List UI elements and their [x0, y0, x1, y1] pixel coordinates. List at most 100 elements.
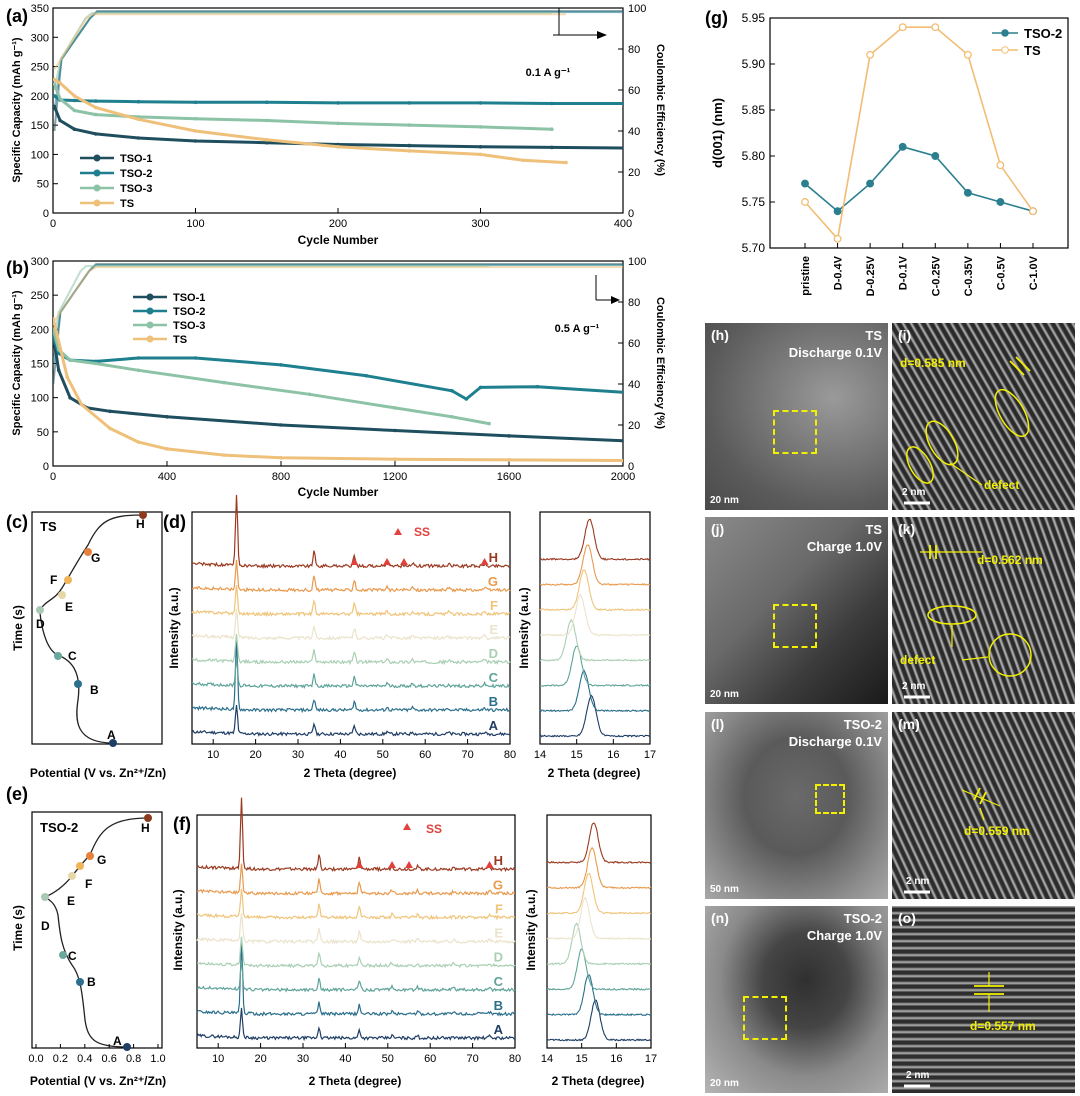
x-tick-label-b-2: 800	[272, 471, 290, 483]
point-b-ts	[53, 317, 56, 321]
annotation-overlay-i	[904, 356, 1031, 505]
point-a-ts	[72, 94, 77, 98]
xrd-trace-f-b	[196, 942, 516, 1017]
ce-a-tso-2	[53, 11, 623, 111]
point-b-ts	[65, 375, 70, 380]
annotation-overlay-k	[904, 545, 1032, 699]
panel-h-caption: TS Discharge 0.1V	[789, 327, 882, 361]
x-tick-label-d-2: 30	[292, 749, 304, 761]
y-tick-label-a-3: 150	[31, 120, 49, 132]
y-axis-label-e: Time (s)	[11, 905, 25, 951]
panel-i-label: (i)	[898, 327, 912, 343]
scalebar-h: 20 nm	[710, 495, 739, 506]
panel-a: (a) 0 50 100 150 200 250 300 350 0 20 40 60 80 100 0…	[6, 3, 666, 247]
series-g-ts	[804, 26, 1034, 241]
point-b-tso-2	[478, 385, 483, 390]
xrd-trace-d-c	[191, 657, 511, 689]
y-tick-label-b-6: 300	[31, 256, 49, 268]
point-b-tso-3	[94, 361, 98, 366]
ce-a-tso-3	[53, 12, 552, 91]
panel-n-caption-line2: Charge 1.0V	[806, 928, 882, 943]
state-label-c-b: B	[90, 683, 99, 697]
state-point-c-a	[109, 739, 117, 747]
ce-b-tso-2	[53, 264, 623, 364]
xrd-inset-trace-f-d	[546, 922, 652, 966]
point-a-tso-1	[53, 104, 57, 109]
y-axis-label-a: Specific Capacity (mAh g⁻¹)	[11, 37, 23, 183]
x-tick-label-f-3: 40	[339, 1053, 351, 1065]
state-label-c-d: D	[36, 617, 45, 631]
x-tick-label-f-inset-3: 17	[645, 1053, 657, 1065]
point-b-tso-2	[136, 356, 141, 360]
point-a-tso-3	[94, 112, 98, 117]
y-axis-label-c: Time (s)	[11, 605, 25, 651]
x-axis-label-a: Cycle Number	[298, 233, 379, 247]
point-b-tso-2	[193, 356, 198, 360]
xrd-inset-trace-f-b	[546, 974, 652, 1017]
defect-label-k: defect	[900, 653, 936, 667]
x-axis-label-b: Cycle Number	[298, 485, 379, 499]
state-label-c-a: A	[107, 728, 116, 742]
x-tick-label-d-4: 50	[377, 749, 389, 761]
y-tick-label-a-4: 200	[31, 91, 49, 103]
y-tick-label-a-6: 300	[31, 32, 49, 44]
x-tick-label-f-inset-1: 15	[576, 1053, 588, 1065]
point-a-tso-1	[72, 127, 77, 131]
point-g-tso-2-2	[866, 179, 875, 188]
point-a-ts	[336, 145, 340, 149]
point-g-ts-1	[833, 234, 842, 243]
xrd-trace-f-e	[196, 912, 516, 945]
y-tick-label-g-2: 5.80	[742, 149, 766, 163]
arrow-head-a	[597, 31, 607, 39]
y-tick-label-b-3: 150	[31, 359, 49, 371]
series-b-ts	[53, 318, 623, 462]
xrd-inset-trace-f-h	[546, 822, 652, 864]
point-a-ts	[136, 117, 141, 122]
state-label-c-h: H	[136, 517, 145, 531]
panel-f-label: (f)	[173, 814, 191, 834]
series-a-tso-2	[53, 94, 623, 105]
y-right-axis-label-a: Coulombic Efficiency (%)	[654, 44, 666, 176]
point-b-tso-1	[68, 395, 72, 400]
point-b-tso-2	[535, 384, 540, 389]
x-tick-label-f-0: 10	[212, 1053, 224, 1065]
point-b-ts	[279, 456, 283, 460]
state-point-e-a	[123, 1043, 131, 1051]
state-point-c-g	[84, 548, 92, 556]
point-b-tso-3	[307, 392, 312, 397]
xrd-trace-f-h	[196, 797, 516, 873]
xrd-inset-trace-d-f	[539, 569, 651, 612]
point-a-tso-1	[94, 132, 98, 136]
y-right-tick-label-a-4: 80	[628, 44, 640, 56]
point-g-tso-2-3	[898, 142, 907, 151]
tem-panel-h: (h) TS Discharge 0.1V 20 nm	[705, 323, 888, 510]
point-a-tso-3	[265, 118, 269, 123]
tem-panel-l: (l) TSO-2 Discharge 0.1V 50 nm	[705, 712, 888, 899]
legend-marker-b-tso-3	[146, 321, 154, 329]
trace-label-f-f: F	[495, 901, 503, 916]
annotation-overlay-m	[904, 787, 1001, 894]
series-b-tso-2	[53, 335, 623, 401]
panel-j-caption-line2: Charge 1.0V	[806, 539, 882, 554]
defect-label-i: defect	[984, 478, 1020, 492]
point-b-tso-1	[621, 438, 623, 443]
x-axis-label-f-inset: 2 Theta (degree)	[552, 1074, 645, 1088]
panel-g-label: (g)	[705, 8, 728, 28]
panel-e: (e) TSO-2 A BC D EFG H 0.0 0.2 0.4 0.6 0.8 1.0 Po…	[6, 784, 166, 1088]
point-a-tso-1	[550, 145, 554, 150]
point-a-ts	[53, 77, 57, 82]
trace-label-f-g: G	[493, 877, 503, 892]
xrd-trace-f-a	[196, 1007, 516, 1042]
y-right-tick-label-b-5: 100	[628, 256, 646, 268]
point-b-ts	[136, 440, 141, 444]
lattice-marker-m-2	[979, 791, 987, 805]
ss-marker-f-1	[388, 861, 397, 868]
legend-label-a-tso-2: TSO-2	[120, 168, 152, 180]
xrd-trace-d-d	[191, 634, 511, 666]
point-a-tso-1	[136, 136, 141, 140]
trace-label-f-b: B	[494, 998, 503, 1013]
state-point-e-f	[76, 862, 84, 870]
ss-legend-marker-d	[394, 528, 402, 535]
trace-label-d-d: D	[489, 646, 498, 661]
panel-g: (g) 5.70 5.75 5.80 5.85 5.90 5.95 pristine D-0…	[705, 8, 1069, 296]
